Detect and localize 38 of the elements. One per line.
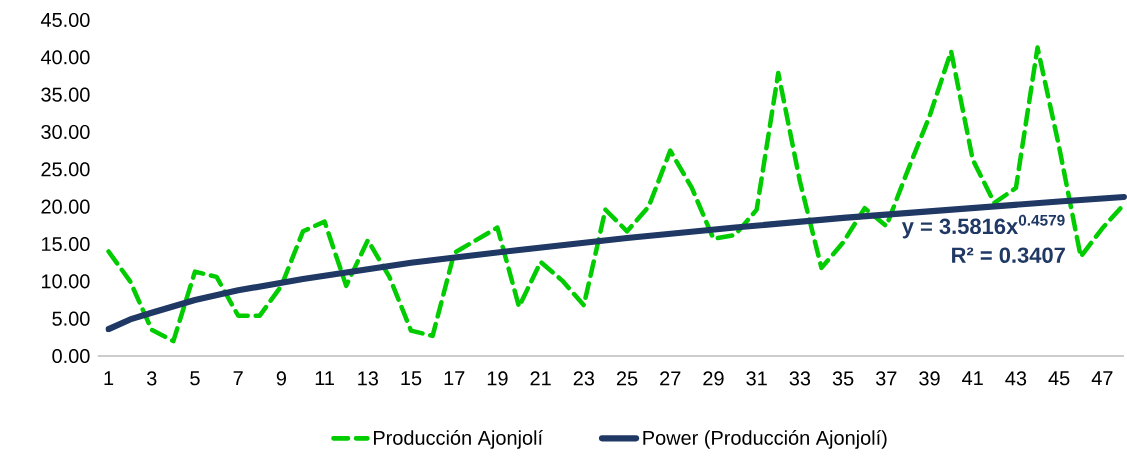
- x-tick-label: 35: [832, 371, 854, 386]
- annotation: R² = 0.3407: [952, 247, 1065, 264]
- x-tick-label: 47: [1091, 371, 1113, 386]
- y-tick-label: 5.00: [52, 311, 90, 326]
- x-tick-label: 11: [315, 371, 334, 386]
- x-tick-label: 37: [875, 371, 897, 386]
- x-tick-label: 3: [146, 371, 157, 386]
- y-tick-label: 10.00: [42, 274, 90, 289]
- x-tick-label: 5: [190, 371, 200, 386]
- y-tick-label: 15.00: [42, 237, 90, 252]
- x-tick-label: 9: [276, 371, 286, 386]
- x-tick-label: 23: [573, 371, 595, 386]
- y-tick-label: 30.00: [41, 125, 90, 140]
- x-tick-label: 17: [444, 371, 465, 386]
- y-tick-label: 25.00: [41, 162, 90, 177]
- x-tick-label: 33: [789, 371, 811, 386]
- annotation: y = 3.5816x$^{0.4579}$: [901, 214, 1065, 239]
- y-tick-label: 40.00: [40, 50, 90, 65]
- legend-label: Producción Ajonjolí: [373, 430, 543, 449]
- x-tick-label: 27: [660, 371, 681, 386]
- y-tick-label: 0.00: [52, 349, 90, 364]
- legend-label: Power (Producción Ajonjolí): [643, 430, 887, 449]
- x-tick-label: 45: [1048, 371, 1070, 386]
- x-tick-label: 19: [487, 371, 508, 386]
- y-tick-label: 20.00: [41, 199, 90, 214]
- x-tick-label: 39: [919, 371, 940, 386]
- x-tick-label: 7: [233, 371, 243, 386]
- x-tick-label: 13: [358, 371, 379, 386]
- x-tick-label: 21: [530, 371, 551, 386]
- x-tick-label: 15: [401, 371, 422, 386]
- x-tick-label: 1: [104, 371, 114, 386]
- x-tick-label: 43: [1005, 371, 1027, 386]
- y-tick-label: 45.00: [40, 13, 90, 28]
- x-tick-label: 25: [616, 371, 638, 386]
- y-tick-label: 35.00: [41, 87, 90, 102]
- x-tick-label: 29: [703, 371, 724, 386]
- x-tick-label: 41: [962, 371, 983, 386]
- x-tick-label: 31: [746, 371, 767, 386]
